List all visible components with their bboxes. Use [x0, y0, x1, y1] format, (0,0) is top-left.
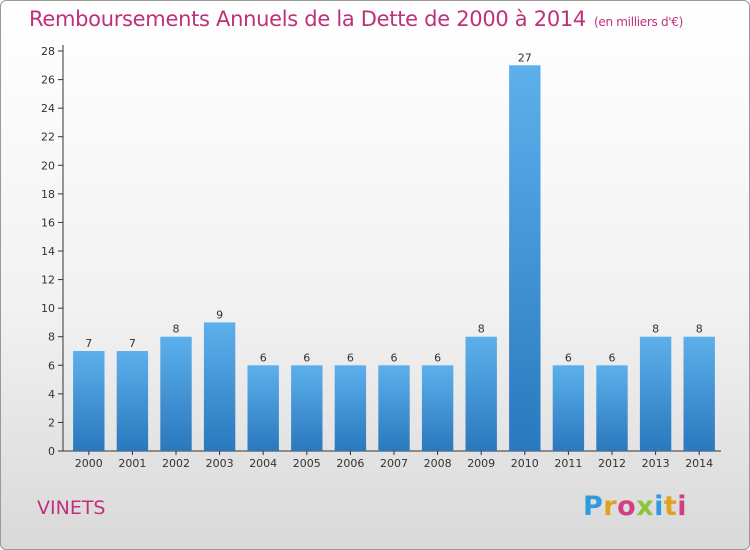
bar	[291, 365, 323, 451]
bar-value-label: 6	[609, 351, 616, 364]
bar	[247, 365, 279, 451]
bar-value-label: 7	[85, 337, 92, 350]
commune-name: VINETS	[37, 497, 106, 519]
y-tick-label: 6	[48, 359, 55, 372]
x-tick-label: 2014	[685, 457, 713, 470]
x-tick-label: 2000	[75, 457, 103, 470]
bar-value-label: 6	[260, 351, 267, 364]
y-tick-label: 24	[41, 102, 55, 115]
logo-letter: x	[636, 491, 655, 522]
bar-value-label: 8	[652, 323, 659, 336]
bar-value-label: 6	[303, 351, 310, 364]
y-tick-label: 14	[41, 245, 55, 258]
title-text: Remboursements Annuels de la Dette de 20…	[29, 7, 586, 31]
bar-value-label: 6	[434, 351, 441, 364]
bar-value-label: 6	[565, 351, 572, 364]
y-tick-label: 10	[41, 302, 55, 315]
logo-letter: t	[663, 491, 678, 522]
y-tick-label: 2	[48, 416, 55, 429]
x-tick-label: 2003	[206, 457, 234, 470]
logo-letter: P	[583, 491, 604, 522]
x-tick-label: 2007	[380, 457, 408, 470]
bar-value-label: 6	[391, 351, 398, 364]
x-tick-label: 2006	[336, 457, 364, 470]
chart-title: Remboursements Annuels de la Dette de 20…	[29, 7, 683, 31]
bar	[73, 351, 105, 451]
bar-value-label: 8	[478, 323, 485, 336]
bar-value-label: 8	[696, 323, 703, 336]
bar	[465, 336, 497, 451]
y-tick-label: 20	[41, 159, 55, 172]
bar	[160, 336, 192, 451]
y-tick-label: 8	[48, 331, 55, 344]
bar	[596, 365, 628, 451]
y-tick-label: 12	[41, 274, 55, 287]
y-tick-label: 18	[41, 188, 55, 201]
bar	[509, 65, 541, 452]
proxiti-logo: Proxiti	[583, 491, 687, 522]
bar	[203, 322, 236, 451]
bar	[378, 365, 410, 451]
bars: 7 7 8 9 6 6 6 6 6 8 27 6 6 8 8	[73, 51, 715, 452]
logo-letter: i	[654, 491, 664, 522]
y-tick-label: 4	[48, 388, 55, 401]
bar	[639, 336, 672, 451]
y-tick-label: 26	[41, 74, 55, 87]
bar	[552, 365, 585, 451]
y-tick-label: 0	[48, 445, 55, 458]
bar	[334, 365, 367, 451]
bar-value-label: 7	[129, 337, 136, 350]
logo-letter: o	[617, 491, 637, 522]
bar	[116, 351, 149, 451]
y-tick-label: 16	[41, 216, 55, 229]
logo-letter: r	[603, 491, 618, 522]
bar-value-label: 9	[216, 308, 223, 321]
x-tick-label: 2011	[554, 457, 582, 470]
x-tick-label: 2004	[249, 457, 277, 470]
x-tick-label: 2009	[467, 457, 495, 470]
bar	[683, 336, 715, 451]
x-tick-label: 2008	[424, 457, 452, 470]
bar-value-label: 27	[518, 51, 532, 64]
x-tick-label: 2002	[162, 457, 190, 470]
x-tick-label: 2005	[293, 457, 321, 470]
bar-value-label: 6	[347, 351, 354, 364]
y-tick-label: 22	[41, 131, 55, 144]
y-tick-label: 28	[41, 45, 55, 58]
x-tick-label: 2001	[118, 457, 146, 470]
bar-value-label: 8	[173, 323, 180, 336]
bar	[421, 365, 454, 451]
x-tick-label: 2013	[642, 457, 670, 470]
x-tick-label: 2012	[598, 457, 626, 470]
unit-label: (en milliers d'€)	[594, 15, 684, 29]
logo-letter: i	[677, 491, 688, 522]
x-tick-label: 2010	[511, 457, 539, 470]
